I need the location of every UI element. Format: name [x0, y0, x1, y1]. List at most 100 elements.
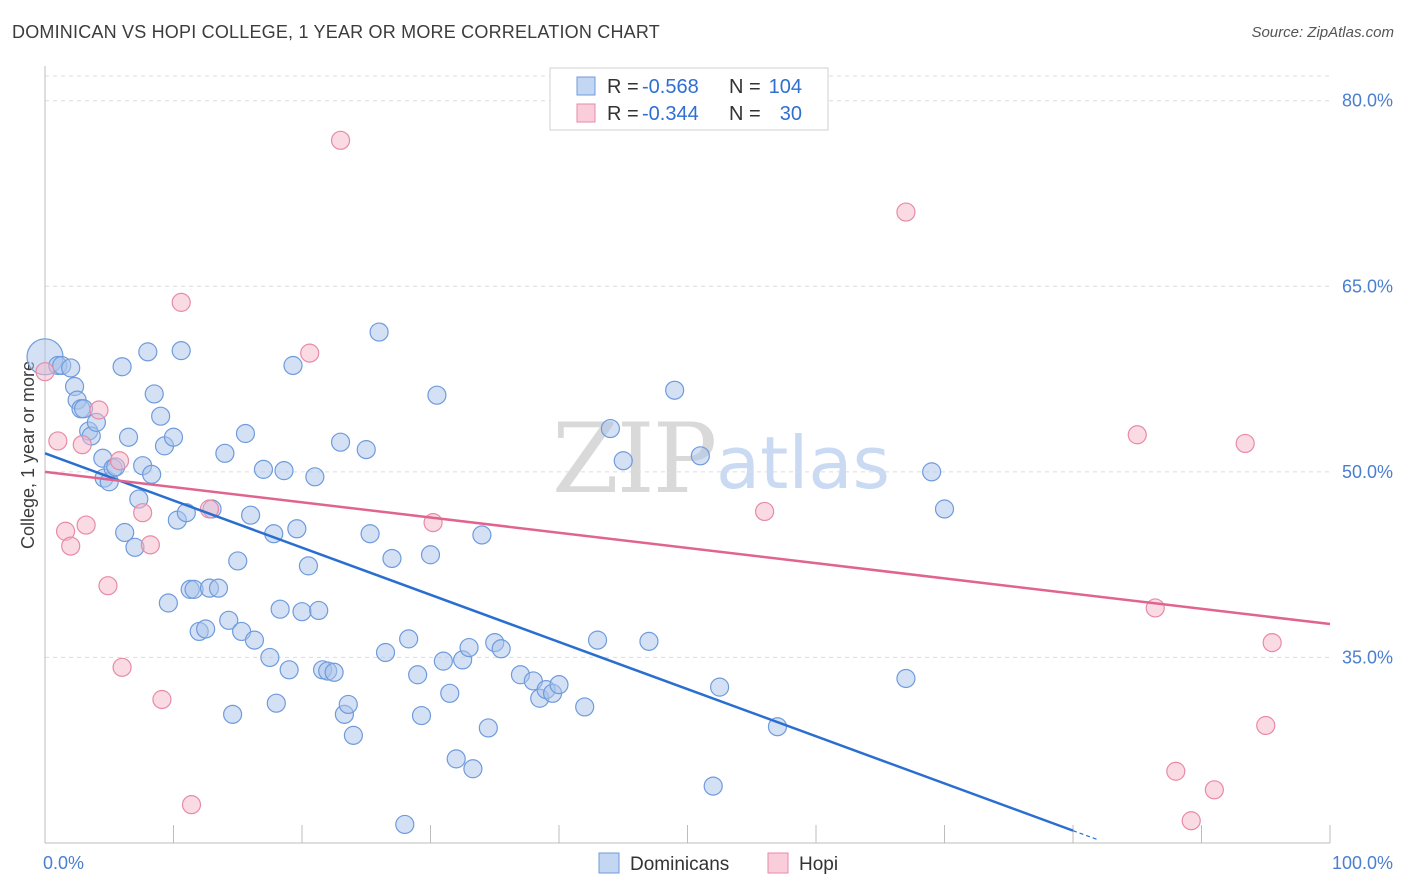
data-point	[343, 725, 363, 745]
legend-r-value-dominicans: -0.568	[642, 76, 699, 98]
data-point	[89, 400, 109, 420]
data-point	[1181, 811, 1201, 831]
x-tick-label: 100.0%	[1332, 853, 1393, 873]
data-point	[754, 501, 775, 522]
legend-r-label-dominicans: R =	[607, 76, 639, 98]
trendline-dominicans-extension	[1072, 830, 1099, 841]
data-point	[613, 451, 633, 471]
data-point	[1235, 433, 1255, 454]
series-dominicans	[26, 322, 955, 835]
trendline-dominicans	[44, 452, 1074, 832]
data-point	[356, 440, 376, 460]
data-point	[199, 499, 220, 519]
data-point	[300, 343, 320, 363]
data-point	[244, 630, 265, 650]
data-point	[298, 556, 319, 576]
data-point	[922, 462, 942, 482]
data-point	[1127, 425, 1147, 445]
data-point	[934, 499, 955, 519]
data-point	[283, 355, 303, 376]
data-point	[133, 503, 153, 523]
data-point	[228, 551, 248, 571]
data-point	[411, 705, 432, 726]
data-point	[330, 130, 351, 150]
data-point	[76, 515, 96, 535]
data-point	[491, 639, 511, 659]
data-point	[279, 660, 299, 680]
data-point	[144, 384, 164, 404]
data-point	[446, 749, 466, 769]
data-point	[690, 446, 710, 466]
y-tick-label: 65.0%	[1342, 276, 1393, 296]
data-point	[324, 662, 344, 682]
legend-n-value-hopi: 30	[780, 103, 802, 125]
legend-r-value-hopi: -0.344	[642, 103, 699, 125]
data-point	[196, 619, 216, 639]
data-point	[112, 657, 132, 677]
data-point	[382, 548, 402, 569]
data-point	[35, 362, 55, 382]
data-point	[587, 630, 608, 650]
data-point	[472, 525, 492, 545]
data-point	[478, 718, 498, 738]
data-point	[463, 759, 483, 779]
y-tick-label: 35.0%	[1342, 647, 1393, 667]
trendline-hopi	[44, 470, 1331, 626]
data-point	[600, 418, 621, 439]
data-point	[241, 505, 261, 525]
legend-swatch-dominicans	[576, 76, 596, 96]
data-point	[330, 432, 351, 452]
data-point	[292, 602, 312, 622]
watermark-zip: ZIP	[552, 403, 715, 515]
legend-box	[549, 67, 829, 131]
data-point	[309, 600, 329, 621]
data-point	[399, 629, 419, 649]
data-point	[208, 578, 229, 598]
data-point	[427, 385, 447, 405]
data-point	[896, 668, 916, 689]
data-point	[163, 427, 184, 447]
data-point	[287, 519, 307, 539]
data-point	[1262, 632, 1282, 653]
data-point	[274, 461, 294, 481]
data-point	[408, 665, 428, 685]
data-point	[575, 697, 595, 717]
data-point	[360, 524, 380, 544]
data-point	[395, 814, 415, 835]
y-axis-label: College, 1 year or more	[18, 361, 38, 549]
data-point	[61, 536, 81, 556]
data-point	[305, 467, 325, 487]
y-tick-label: 50.0%	[1342, 462, 1393, 482]
bottom-legend-swatch-hopi	[767, 852, 789, 874]
data-point	[98, 576, 118, 596]
data-point	[639, 631, 659, 651]
data-point	[140, 535, 160, 555]
data-point	[253, 459, 274, 479]
legend-bottom: Dominicans Hopi	[598, 852, 838, 875]
tick-labels: 35.0% 50.0% 65.0% 80.0% 0.0% 100.0%	[43, 91, 1393, 873]
data-point	[176, 503, 196, 523]
data-point	[115, 522, 135, 543]
data-point	[896, 202, 916, 222]
data-point	[61, 358, 81, 378]
data-point	[223, 704, 243, 724]
data-point	[219, 610, 239, 630]
data-point	[72, 435, 92, 455]
data-point	[109, 451, 130, 471]
legend-n-label-dominicans: N =	[729, 76, 761, 98]
data-point	[142, 464, 162, 484]
data-point	[181, 795, 202, 815]
data-point	[171, 292, 191, 312]
data-point	[703, 776, 723, 796]
trend-lines	[44, 452, 1331, 841]
data-point	[112, 357, 132, 377]
legend-n-value-dominicans: 104	[769, 76, 802, 98]
data-point	[369, 322, 389, 342]
data-point	[215, 443, 235, 463]
data-point	[549, 675, 569, 695]
data-point	[433, 651, 453, 671]
data-point	[266, 693, 286, 713]
data-point	[1204, 780, 1224, 800]
bottom-legend-label-hopi: Hopi	[799, 854, 838, 875]
